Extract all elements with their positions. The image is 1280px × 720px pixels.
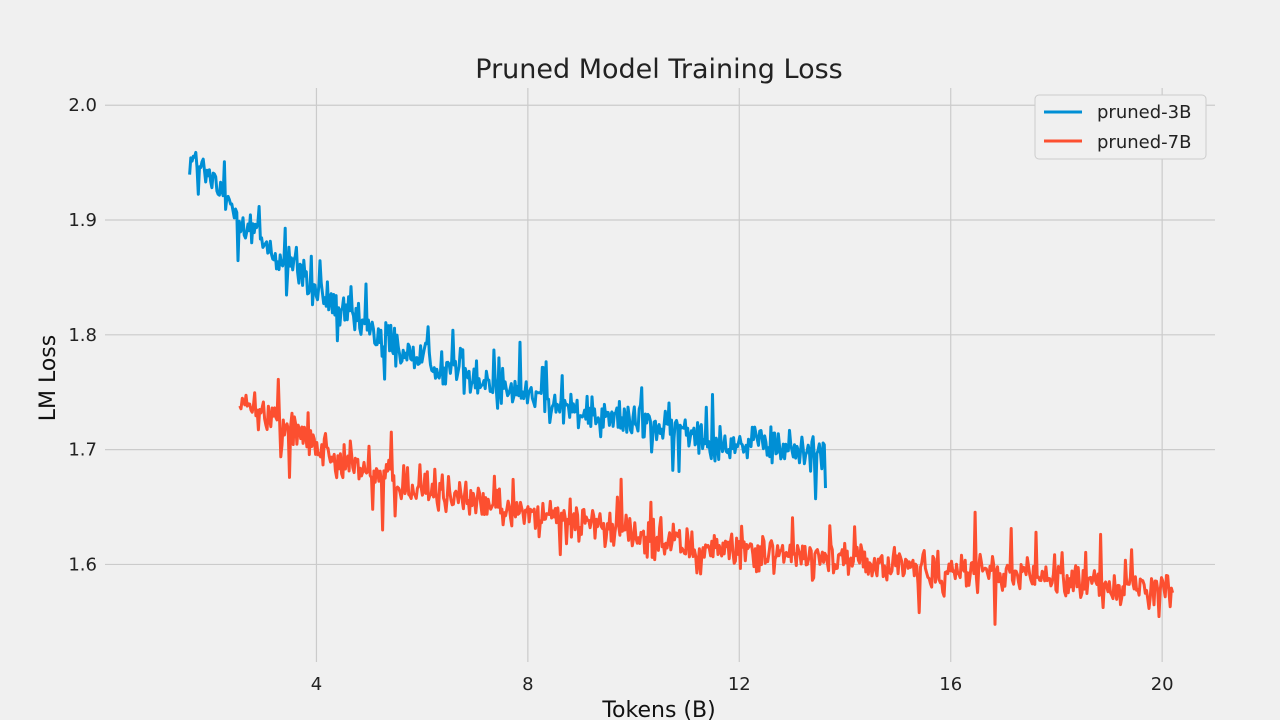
- y-tick-label: 1.7: [68, 440, 97, 461]
- tick-labels: 4 8 12 16 20 1.6 1.7 1.8 1.9 2.0: [68, 95, 1173, 695]
- legend-label-pruned-7b: pruned-7B: [1097, 132, 1191, 153]
- x-axis-label: Tokens (B): [601, 698, 715, 720]
- chart-title: Pruned Model Training Loss: [475, 54, 842, 85]
- x-tick-label: 4: [311, 674, 322, 695]
- y-axis-label: LM Loss: [36, 335, 61, 422]
- y-tick-label: 1.6: [68, 554, 97, 575]
- legend: pruned-3B pruned-7B: [1034, 94, 1207, 160]
- x-tick-label: 16: [939, 674, 962, 695]
- y-tick-label: 1.8: [68, 325, 97, 346]
- x-tick-label: 20: [1151, 674, 1174, 695]
- grid: [105, 88, 1215, 662]
- x-tick-label: 8: [522, 674, 533, 695]
- series-lines: [188, 150, 1175, 626]
- series-line-pruned-7b: [238, 377, 1175, 626]
- legend-label-pruned-3b: pruned-3B: [1097, 102, 1191, 123]
- x-tick-label: 12: [728, 674, 751, 695]
- y-tick-label: 2.0: [68, 95, 97, 116]
- series-line-pruned-3b: [188, 150, 827, 501]
- y-tick-label: 1.9: [68, 210, 97, 231]
